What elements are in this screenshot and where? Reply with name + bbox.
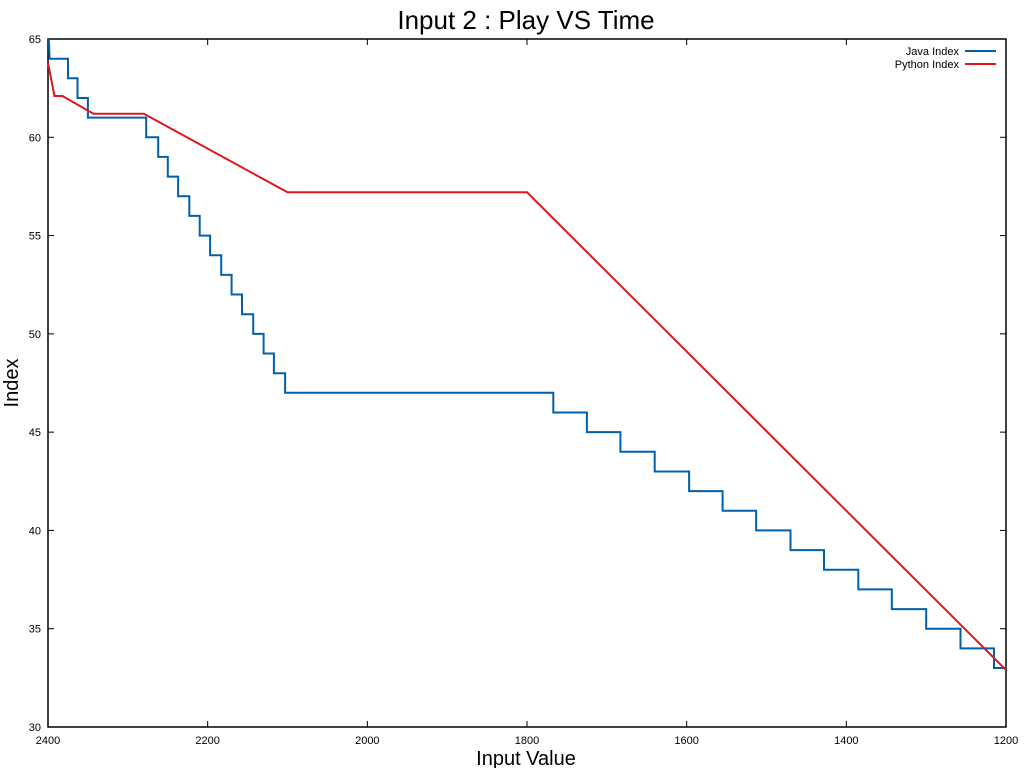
plot-area	[47, 38, 1007, 728]
x-tick-label: 2200	[195, 735, 219, 747]
y-tick-label: 35	[29, 624, 41, 636]
x-axis-label: Input Value	[476, 748, 576, 768]
legend-label-python-index: Python Index	[895, 59, 960, 71]
legend-label-java-index: Java Index	[906, 46, 960, 58]
y-tick-label: 50	[29, 329, 41, 341]
series-lines	[47, 38, 1007, 671]
y-tick-label: 30	[29, 722, 41, 734]
axis-ticks: 2400 2200 2000 1800 1600 1400 1200 30 35 40 45 50 55…	[29, 34, 1018, 747]
y-axis-label: Index	[1, 359, 23, 408]
x-tick-label: 2000	[355, 735, 379, 747]
x-tick-label: 1200	[994, 735, 1018, 747]
x-tick-label: 1800	[515, 735, 539, 747]
series-line-java-index	[47, 38, 1006, 669]
plot-frame	[47, 38, 1007, 728]
x-tick-label: 1400	[834, 735, 858, 747]
y-tick-label: 60	[29, 132, 41, 144]
x-tick-label: 2400	[36, 735, 60, 747]
chart-title: Input 2 : Play VS Time	[397, 5, 654, 35]
y-tick-label: 55	[29, 231, 41, 243]
y-tick-label: 45	[29, 427, 41, 439]
y-tick-label: 40	[29, 525, 41, 537]
x-tick-label: 1600	[674, 735, 698, 747]
series-line-python-index	[47, 62, 1007, 671]
y-tick-label: 65	[29, 34, 41, 46]
